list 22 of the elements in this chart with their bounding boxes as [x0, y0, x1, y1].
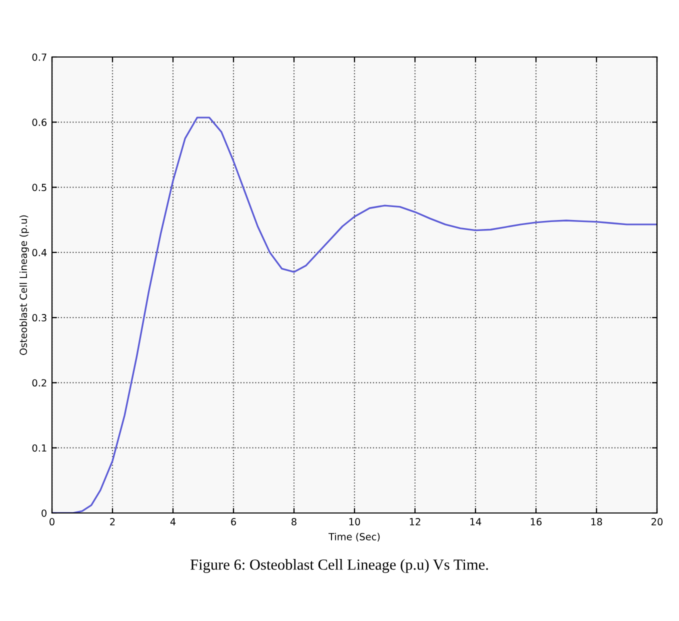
y-tick-label: 0.2 — [32, 379, 46, 387]
x-tick-label: 18 — [591, 518, 602, 526]
x-tick-label: 6 — [231, 518, 236, 526]
x-tick-label: 10 — [349, 518, 360, 526]
y-tick-label: 0 — [42, 509, 46, 517]
y-tick-label: 0.5 — [32, 184, 46, 192]
caption: Figure 6: Osteoblast Cell Lineage (p.u) Vs Time. — [190, 559, 488, 573]
x-tick-label: 4 — [170, 518, 176, 526]
x-tick-label: 0 — [50, 518, 54, 526]
x-tick-label: 16 — [530, 518, 542, 526]
x-tick-label: 2 — [110, 518, 115, 526]
x-tick-label: 20 — [652, 518, 663, 526]
y-axis-title: Osteoblast Cell Lineage (p.u) — [19, 215, 29, 355]
y-tick-label: 0.7 — [32, 53, 46, 61]
x-tick-label: 8 — [292, 518, 296, 526]
y-tick-label: 0.6 — [32, 118, 47, 126]
y-tick-label: 0.1 — [32, 444, 46, 452]
x-axis-title: Time (Sec) — [328, 532, 380, 542]
y-tick-label: 0.4 — [32, 248, 47, 256]
x-tick-label: 12 — [410, 518, 420, 526]
y-tick-label: 0.3 — [32, 314, 46, 322]
x-tick-label: 14 — [470, 518, 482, 526]
